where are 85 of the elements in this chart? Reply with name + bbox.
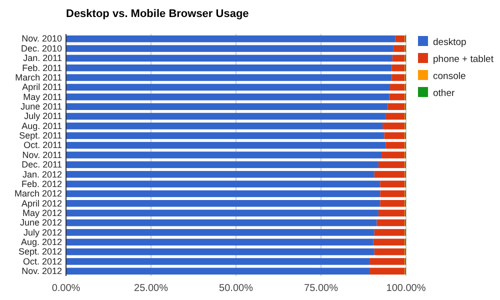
legend-label: other bbox=[433, 88, 455, 99]
bar bbox=[66, 84, 390, 91]
bar bbox=[66, 238, 374, 246]
bar bbox=[382, 152, 405, 158]
bar bbox=[66, 210, 378, 216]
x-tick-label: 75.00% bbox=[304, 283, 338, 294]
bar bbox=[66, 64, 392, 72]
bar bbox=[392, 64, 405, 72]
y-tick-label: Sept. 2012 bbox=[18, 246, 62, 257]
bar bbox=[378, 210, 405, 216]
bar bbox=[392, 74, 405, 81]
bar bbox=[66, 180, 380, 188]
y-tick-label: Nov. 2010 bbox=[22, 34, 62, 44]
bar bbox=[66, 142, 386, 149]
bar bbox=[66, 152, 382, 158]
bar bbox=[388, 103, 405, 110]
legend-label: console bbox=[433, 71, 466, 82]
bar bbox=[66, 54, 392, 62]
y-tick-label: Oct. 2012 bbox=[22, 256, 62, 266]
bar bbox=[376, 219, 405, 226]
bar bbox=[66, 190, 380, 198]
y-tick-label: Aug. 2012 bbox=[20, 237, 62, 247]
bar bbox=[373, 238, 405, 246]
chart-title: Desktop vs. Mobile Browser Usage bbox=[66, 8, 249, 20]
bar bbox=[66, 112, 386, 120]
y-tick-label: Aug. 2011 bbox=[22, 120, 62, 131]
bar bbox=[66, 161, 378, 168]
bar bbox=[380, 190, 405, 198]
bar bbox=[66, 132, 384, 140]
bar bbox=[374, 170, 405, 178]
bar bbox=[390, 84, 405, 91]
bar bbox=[66, 35, 396, 42]
y-tick-label: March 2012 bbox=[14, 188, 62, 199]
y-tick-label: Nov. 2012 bbox=[22, 266, 62, 276]
bar bbox=[374, 229, 405, 236]
bar bbox=[380, 180, 405, 188]
y-tick-label: Jan. 2012 bbox=[22, 169, 62, 180]
bar bbox=[66, 103, 388, 110]
y-tick-label: April 2012 bbox=[21, 198, 62, 208]
bar bbox=[395, 35, 405, 42]
y-tick-label: Nov. 2011 bbox=[22, 150, 62, 160]
bar bbox=[370, 258, 405, 265]
bar bbox=[382, 122, 405, 130]
bar bbox=[389, 94, 405, 100]
y-tick-label: June 2012 bbox=[20, 218, 62, 228]
x-tick-label: 25.00% bbox=[134, 283, 168, 294]
bar bbox=[66, 258, 370, 265]
x-tick-label: 0.00% bbox=[52, 283, 80, 294]
bar bbox=[384, 132, 405, 140]
y-tick-label: Oct. 2011 bbox=[24, 140, 62, 150]
y-tick-label: March 2011 bbox=[15, 72, 62, 82]
y-tick-label: May 2012 bbox=[22, 208, 62, 218]
bar bbox=[66, 170, 374, 178]
bar bbox=[66, 74, 392, 81]
y-tick-label: June 2011 bbox=[20, 101, 62, 112]
y-tick-label: Jan. 2011 bbox=[23, 53, 62, 64]
bar bbox=[386, 142, 405, 149]
bar bbox=[392, 54, 405, 62]
x-tick-label: 50.00% bbox=[219, 283, 254, 294]
legend-label: desktop bbox=[433, 37, 466, 48]
bar bbox=[386, 112, 405, 120]
y-tick-label: Feb. 2012 bbox=[21, 178, 62, 189]
y-tick-label: July 2011 bbox=[24, 111, 62, 122]
y-tick-label: Dec. 2010 bbox=[20, 43, 62, 54]
bar bbox=[393, 45, 405, 52]
bar bbox=[66, 122, 383, 130]
bar bbox=[66, 248, 374, 256]
bar bbox=[374, 248, 405, 256]
bar bbox=[66, 200, 380, 207]
y-tick-label: July 2012 bbox=[23, 227, 62, 238]
x-tick-label: 100.00% bbox=[386, 283, 426, 294]
y-tick-label: Sept. 2011 bbox=[19, 130, 62, 141]
y-tick-label: Feb. 2011 bbox=[22, 62, 62, 73]
bar bbox=[380, 200, 405, 207]
y-tick-label: Dec. 2011 bbox=[22, 160, 62, 170]
bar bbox=[66, 219, 377, 226]
bar bbox=[378, 161, 405, 168]
bar bbox=[66, 229, 374, 236]
bar bbox=[66, 268, 370, 275]
legend-label: phone + tablet bbox=[433, 54, 494, 65]
y-tick-label: May 2011 bbox=[23, 92, 62, 102]
bar bbox=[66, 45, 394, 52]
y-tick-label: April 2011 bbox=[22, 82, 62, 92]
bar bbox=[370, 268, 405, 275]
bar bbox=[66, 94, 390, 100]
